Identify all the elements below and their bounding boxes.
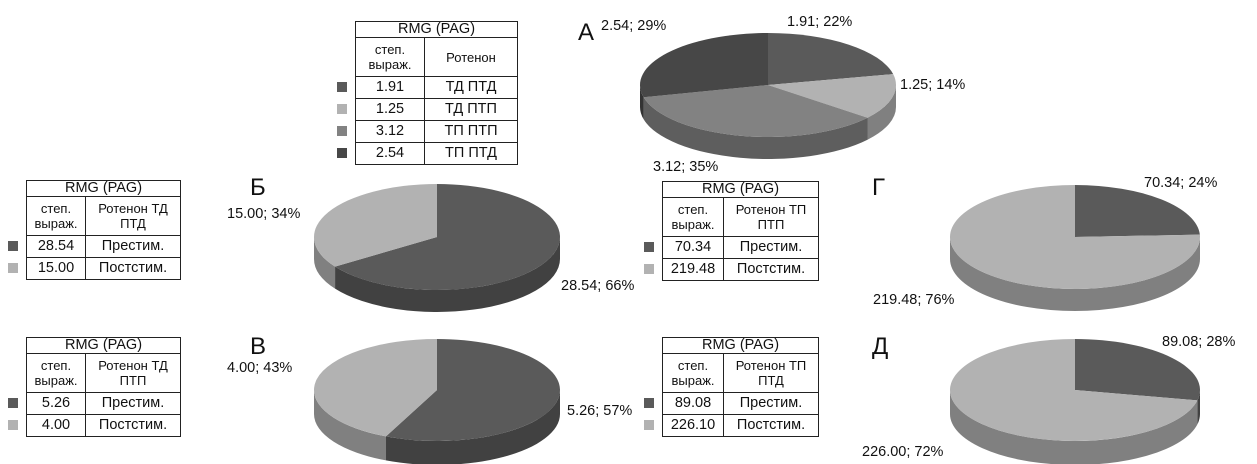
- pie-side-wall: [1197, 390, 1200, 425]
- legend-row: 1.25 ТД ПТП: [337, 98, 518, 121]
- legend-row: 15.00 Постстим.: [8, 257, 181, 280]
- pie-side-wall: [314, 237, 336, 289]
- pie-slice: [949, 339, 1198, 442]
- pie-chart-0: 1.91; 22% 1.25; 14% 3.12; 35% 2.54; 29%: [601, 14, 965, 175]
- panel-letter-d: Д: [872, 333, 889, 360]
- panel-letter-b: Б: [250, 174, 266, 201]
- pie-data-label: 1.25; 14%: [900, 77, 965, 93]
- pie-slice: [313, 339, 437, 437]
- legend-title: RMG (PAG): [662, 181, 819, 198]
- col-header-group: Ротенон ТД ПТД: [85, 196, 181, 236]
- legend-title: RMG (PAG): [26, 337, 181, 354]
- pie-data-label: 219.48; 76%: [873, 292, 955, 308]
- pie-slice: [643, 85, 868, 137]
- pie-side-wall: [314, 390, 387, 461]
- pie-side-wall: [950, 237, 1200, 311]
- legend-row: 3.12 ТП ПТП: [337, 120, 518, 143]
- legend-label: Постстим.: [85, 257, 181, 280]
- legend-swatch: [644, 242, 654, 253]
- pie-slice: [768, 74, 897, 118]
- pie-data-label: 5.26; 57%: [567, 403, 632, 419]
- legend-swatch: [644, 264, 654, 275]
- pie-chart-2: 5.26; 57% 4.00; 43%: [227, 339, 632, 464]
- legend-label: Престим.: [85, 392, 181, 415]
- legend-label: Постстим.: [723, 258, 819, 281]
- col-header-group: Ротенон: [424, 37, 518, 77]
- pie-side-wall: [386, 390, 560, 464]
- pie-slice: [386, 339, 560, 441]
- legend-swatch: [337, 148, 347, 159]
- pie-chart-1: 28.54; 66% 15.00; 34%: [227, 184, 634, 313]
- legend-table-a: RMG (PAG) степ. выраж. Ротенон 1.91 ТД ПТ…: [337, 21, 518, 165]
- legend-row: 226.10 Постстим.: [644, 414, 819, 437]
- panel-letter-v: В: [250, 333, 267, 360]
- pie-slice: [950, 185, 1201, 289]
- pie-side-wall: [950, 390, 1198, 464]
- pie-side-wall: [643, 97, 868, 159]
- legend-swatch: [337, 104, 347, 115]
- legend-label: Постстим.: [85, 414, 181, 437]
- legend-table-g: RMG (PAG) степ. выраж. Ротенон ТП ПТП 70…: [644, 181, 819, 281]
- legend-row: 219.48 Постстим.: [644, 258, 819, 281]
- legend-row: 89.08 Престим.: [644, 392, 819, 415]
- pie-data-label: 2.54; 29%: [601, 18, 666, 34]
- pie-slice: [314, 184, 437, 267]
- pie-side-wall: [335, 237, 560, 313]
- panel-letter-a: А: [578, 19, 595, 46]
- legend-value: 226.10: [662, 414, 724, 437]
- pie-chart-4: 89.08; 28% 226.00; 72%: [862, 334, 1235, 464]
- legend-label: Престим.: [723, 392, 819, 415]
- pie-slice: [335, 184, 560, 291]
- pie-slice: [768, 33, 894, 85]
- legend-swatch: [8, 398, 18, 409]
- legend-swatch: [337, 126, 347, 137]
- pie-data-label: 226.00; 72%: [862, 444, 944, 460]
- legend-value: 89.08: [662, 392, 724, 415]
- legend-table-d: RMG (PAG) степ. выраж. Ротенон ТП ПТД 89…: [644, 337, 819, 437]
- legend-label: ТП ПТД: [424, 142, 518, 165]
- pie-slice: [1075, 185, 1200, 237]
- legend-row: 2.54 ТП ПТД: [337, 142, 518, 165]
- legend-table-v: RMG (PAG) степ. выраж. Ротенон ТД ПТП 5.…: [8, 337, 181, 437]
- col-header-degree: степ. выраж.: [662, 197, 724, 237]
- legend-table-b: RMG (PAG) степ. выраж. Ротенон ТД ПТД 28…: [8, 180, 181, 280]
- panel-letter-g: Г: [872, 174, 885, 201]
- pie-data-label: 1.91; 22%: [787, 14, 852, 30]
- pie-data-label: 89.08; 28%: [1162, 334, 1235, 350]
- pie-data-label: 15.00; 34%: [227, 206, 300, 222]
- pie-data-label: 3.12; 35%: [653, 159, 718, 175]
- pie-side-wall: [867, 85, 896, 140]
- legend-swatch: [644, 398, 654, 409]
- legend-row: 4.00 Постстим.: [8, 414, 181, 437]
- pie-data-label: 28.54; 66%: [561, 278, 634, 294]
- col-header-group: Ротенон ТП ПТД: [723, 353, 819, 393]
- pie-data-label: 4.00; 43%: [227, 360, 292, 376]
- pie-slice: [1075, 339, 1200, 401]
- legend-swatch: [644, 420, 654, 431]
- legend-swatch: [8, 263, 18, 274]
- legend-title: RMG (PAG): [26, 180, 181, 197]
- legend-label: Постстим.: [723, 414, 819, 437]
- col-header-degree: степ. выраж.: [26, 196, 86, 236]
- legend-value: 2.54: [355, 142, 425, 165]
- pie-data-label: 70.34; 24%: [1144, 175, 1217, 191]
- col-header-degree: степ. выраж.: [662, 353, 724, 393]
- col-header-group: Ротенон ТП ПТП: [723, 197, 819, 237]
- pie-side-wall: [640, 85, 644, 120]
- legend-swatch: [8, 420, 18, 431]
- pie-chart-3: 70.34; 24% 219.48; 76%: [873, 175, 1217, 311]
- legend-swatch: [337, 82, 347, 93]
- legend-value: 219.48: [662, 258, 724, 281]
- legend-value: 15.00: [26, 257, 86, 280]
- pie-slice: [640, 33, 768, 98]
- legend-label: ТД ПТП: [424, 98, 518, 121]
- legend-swatch: [8, 241, 18, 252]
